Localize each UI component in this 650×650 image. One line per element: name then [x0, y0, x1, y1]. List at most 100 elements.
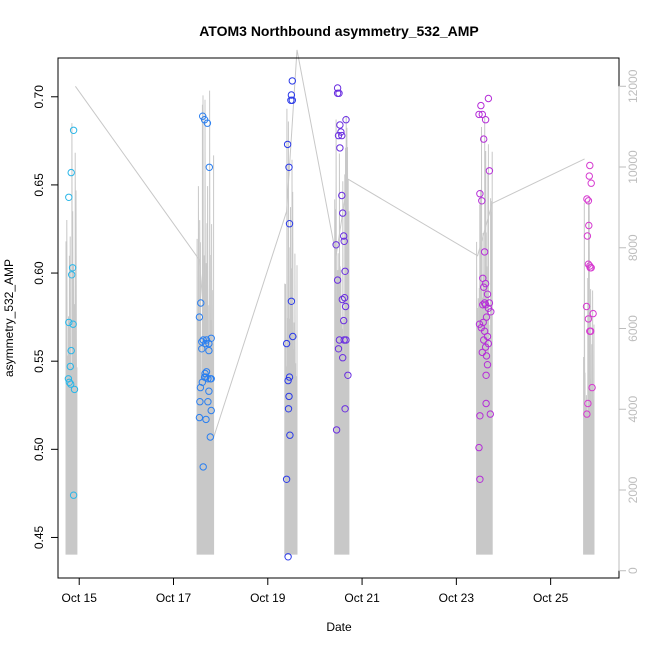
- y2-tick-label: 6000: [626, 315, 640, 342]
- data-point: [336, 144, 344, 152]
- data-point: [196, 383, 205, 392]
- data-point: [288, 77, 296, 85]
- data-point: [333, 276, 342, 284]
- data-point: [69, 126, 78, 135]
- y-tick-label: 0.55: [32, 349, 46, 373]
- data-point: [582, 302, 591, 311]
- data-point: [477, 101, 485, 110]
- data-point: [340, 232, 348, 240]
- y-tick-label: 0.65: [32, 173, 46, 197]
- data-point: [583, 232, 592, 240]
- data-point: [487, 308, 495, 316]
- data-point: [338, 295, 346, 304]
- data-point: [479, 318, 487, 327]
- data-point: [483, 290, 492, 298]
- data-point: [338, 191, 346, 200]
- data-point: [586, 161, 594, 170]
- data-point: [288, 96, 296, 105]
- data-point: [480, 135, 488, 143]
- data-point: [287, 297, 296, 305]
- data-point: [199, 463, 207, 471]
- data-point: [342, 336, 350, 344]
- data-point: [205, 387, 213, 395]
- data-point: [203, 119, 212, 127]
- data-point: [207, 406, 215, 415]
- y-tick-label: 0.60: [32, 261, 46, 285]
- secondary-burst-3: [334, 115, 350, 555]
- data-point: [198, 345, 206, 353]
- y-tick-label: 0.50: [32, 437, 46, 461]
- data-point: [339, 209, 347, 217]
- data-point: [333, 84, 342, 92]
- data-point: [201, 339, 210, 348]
- data-point: [584, 315, 593, 323]
- data-point: [284, 405, 293, 413]
- data-point: [282, 339, 291, 348]
- y2-tick-label: 2000: [626, 476, 640, 503]
- data-point: [285, 373, 294, 381]
- data-point: [287, 91, 296, 99]
- data-point: [69, 320, 77, 328]
- data-point: [589, 309, 597, 318]
- data-point: [480, 248, 489, 256]
- data-point: [344, 371, 352, 379]
- scatter-points: [64, 77, 597, 561]
- data-point: [586, 327, 594, 335]
- x-tick-label: Oct 23: [439, 591, 475, 605]
- x-tick-label: Oct 21: [344, 591, 380, 605]
- x-tick-label: Oct 25: [533, 591, 569, 605]
- data-point: [476, 190, 484, 198]
- data-point: [67, 168, 75, 177]
- data-point: [204, 398, 212, 406]
- data-point: [482, 371, 490, 379]
- data-point: [475, 110, 483, 119]
- data-point: [481, 343, 490, 351]
- secondary-burst-5: [583, 199, 595, 555]
- x-axis-label: Date: [326, 620, 352, 634]
- data-point: [335, 89, 343, 98]
- data-point: [478, 197, 486, 205]
- data-point: [70, 385, 79, 394]
- data-point: [205, 163, 214, 172]
- data-point: [583, 410, 591, 418]
- data-point: [485, 299, 494, 307]
- data-point: [69, 491, 78, 499]
- x-tick-label: Oct 17: [156, 591, 192, 605]
- data-point: [587, 179, 595, 187]
- data-point: [67, 346, 75, 355]
- data-point: [205, 339, 213, 348]
- data-point: [285, 163, 293, 172]
- data-point: [485, 167, 494, 175]
- data-point: [482, 399, 490, 408]
- data-point: [481, 116, 490, 124]
- data-point: [480, 299, 489, 307]
- data-point: [207, 375, 215, 383]
- data-point: [588, 383, 596, 392]
- data-point: [480, 336, 488, 344]
- y2-tick-label: 0: [626, 567, 640, 574]
- data-point: [65, 318, 73, 327]
- data-point: [478, 110, 486, 119]
- data-point: [204, 375, 212, 383]
- data-point: [283, 140, 292, 149]
- data-point: [584, 197, 593, 205]
- data-point: [476, 475, 484, 483]
- data-point: [585, 172, 593, 180]
- data-point: [196, 398, 204, 406]
- data-point: [479, 301, 487, 309]
- data-point: [334, 345, 343, 353]
- x-tick-label: Oct 15: [62, 591, 98, 605]
- data-point: [482, 313, 491, 321]
- chart-title: ATOM3 Northbound asymmetry_532_AMP: [199, 23, 479, 39]
- data-point: [341, 405, 349, 413]
- data-point: [65, 378, 74, 386]
- secondary-burst-0: [65, 123, 78, 555]
- data-point: [341, 267, 349, 275]
- data-point: [482, 352, 491, 360]
- data-point: [338, 131, 346, 140]
- data-point: [585, 221, 593, 230]
- data-point: [476, 412, 484, 420]
- data-point: [282, 475, 291, 483]
- data-point: [340, 294, 349, 302]
